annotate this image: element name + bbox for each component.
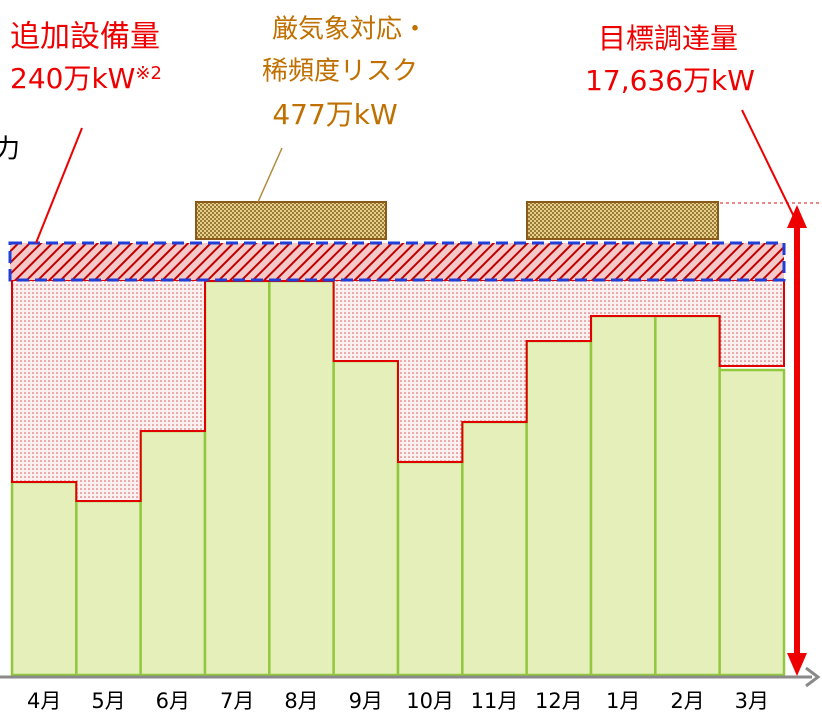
bar	[332, 359, 400, 677]
bar	[139, 429, 207, 677]
month-label: 10月	[406, 689, 454, 713]
bar	[268, 279, 335, 677]
label: 17,636万kW	[585, 64, 755, 97]
month-label: 2月	[670, 689, 704, 713]
month-label: 3月	[735, 689, 769, 713]
bar	[75, 499, 142, 677]
month-label: 12月	[535, 689, 583, 713]
bar	[396, 460, 464, 677]
month-labels: 4月 5月 6月 7月 8月 9月 10月 11月 12月 1月 2月 3月	[27, 689, 769, 713]
month-label: 9月	[349, 689, 383, 713]
leader	[257, 147, 283, 203]
note: ※2	[135, 63, 162, 84]
risk-box	[526, 201, 719, 240]
label: 稀頻度リスク	[262, 57, 418, 87]
amount: 240万kW	[10, 62, 135, 95]
bar	[461, 420, 528, 677]
month-label: 7月	[220, 689, 254, 713]
added-outline	[8, 241, 786, 282]
bar	[203, 279, 271, 677]
margin-area	[11, 279, 785, 502]
added-band	[10, 243, 784, 280]
label: 目標調達量	[598, 22, 738, 55]
leader	[741, 109, 799, 226]
month-label: 11月	[471, 689, 519, 713]
label: 厳気象対応・	[272, 15, 428, 45]
label: 追加設備量	[10, 20, 160, 55]
arrow-head	[787, 653, 807, 676]
arrow-head	[787, 205, 807, 228]
month-label: 8月	[284, 689, 318, 713]
bar	[589, 314, 657, 677]
month-label: 4月	[27, 689, 61, 713]
risk-box	[195, 201, 387, 240]
month-label: 5月	[91, 689, 125, 713]
month-label: 1月	[606, 689, 640, 713]
label: 240万kW※2	[10, 62, 162, 95]
label: 力	[0, 135, 20, 165]
bar	[654, 314, 721, 677]
bars	[10, 279, 786, 677]
bar	[525, 339, 593, 677]
bar	[718, 368, 786, 677]
leader	[35, 127, 83, 244]
label: 477万kW	[272, 98, 397, 131]
bar	[10, 480, 78, 677]
x-axis-arrow	[805, 666, 821, 688]
month-label: 6月	[156, 689, 190, 713]
